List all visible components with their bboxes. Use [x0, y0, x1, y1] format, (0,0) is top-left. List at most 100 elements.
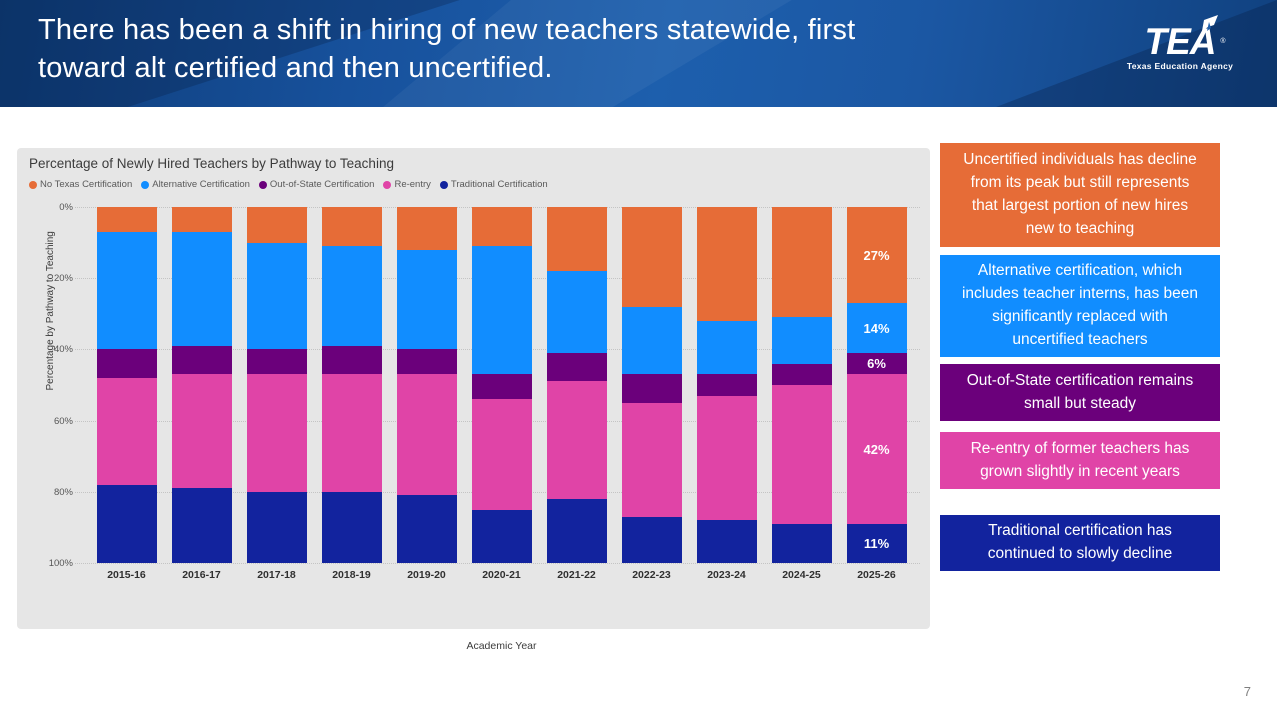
bar-segment-alternative-certification: [96, 231, 157, 350]
x-axis-tick-label: 2019-20: [407, 569, 446, 581]
bar-segment-re-entry: [546, 381, 607, 499]
stacked-bar-2024-25: [771, 207, 832, 563]
bar-segment-re-entry: [396, 374, 457, 496]
stacked-bar-2017-18: [246, 207, 307, 563]
bar-segment-no-texas-certification: [696, 207, 757, 321]
bar-segment-no-texas-certification: [96, 207, 157, 232]
stacked-bar-2023-24: [696, 207, 757, 563]
x-axis-tick-label: 2023-24: [707, 569, 746, 581]
bar-slot-2023-24: [689, 207, 764, 563]
stacked-bar-2016-17: [171, 207, 232, 563]
callout-traditional: Traditional certification has continued …: [940, 515, 1220, 571]
bar-segment-re-entry: [171, 374, 232, 489]
bar-segment-traditional-certification: [171, 488, 232, 563]
bar-segment-out-of-state-certification: [696, 374, 757, 396]
bar-segment-traditional-certification: [546, 498, 607, 563]
x-axis-tick-label: 2020-21: [482, 569, 521, 581]
bar-segment-re-entry: [96, 377, 157, 485]
bar-segment-no-texas-certification: [396, 207, 457, 250]
bar-segment-alternative-certification: [246, 242, 307, 350]
bar-segment-traditional-certification: [621, 516, 682, 563]
y-axis-tick-label: 20%: [53, 273, 73, 285]
bar-slot-2020-21: [464, 207, 539, 563]
legend-item-traditional-certification: Traditional Certification: [439, 179, 548, 190]
bar-segment-alternative-certification: [321, 246, 382, 346]
bar-slot-2021-22: [539, 207, 614, 563]
chart-legend: No Texas Certification Alternative Certif…: [29, 179, 548, 190]
bar-segment-re-entry: [471, 399, 532, 510]
bar-segment-traditional-certification: [246, 491, 307, 563]
data-label: 6%: [867, 356, 886, 372]
bar-segment-alternative-certification: [471, 246, 532, 375]
bar-segment-alternative-certification: [546, 271, 607, 353]
bar-segment-alternative-certification: [696, 320, 757, 375]
stacked-bar-2020-21: [471, 207, 532, 563]
legend-item-no-texas-certification: No Texas Certification: [29, 179, 132, 190]
bar-segment-re-entry: [246, 374, 307, 492]
y-axis-tick-label: 80%: [53, 486, 73, 498]
legend-dot-icon: [141, 180, 150, 189]
bar-segment-no-texas-certification: 27%: [846, 207, 907, 304]
callout-uncertified: Uncertified individuals has decline from…: [940, 143, 1220, 247]
legend-dot-icon: [29, 180, 37, 189]
bar-segment-no-texas-certification: [471, 207, 532, 247]
bar-segment-re-entry: [321, 374, 382, 492]
y-axis-tick-label: 40%: [53, 344, 73, 356]
bar-segment-out-of-state-certification: [96, 349, 157, 378]
bar-segment-alternative-certification: [396, 249, 457, 350]
callout-alternative: Alternative certification, which include…: [940, 255, 1220, 357]
data-label: 42%: [863, 441, 890, 457]
tea-logo-tagline: Texas Education Agency: [1126, 61, 1234, 71]
legend-item-out-of-state-certification: Out-of-State Certification: [258, 179, 374, 190]
bar-segment-out-of-state-certification: [546, 352, 607, 382]
x-axis-tick-label: 2021-22: [557, 569, 596, 581]
bar-segment-no-texas-certification: [621, 207, 682, 307]
bar-segment-re-entry: [696, 395, 757, 521]
bar-segment-traditional-certification: 11%: [846, 523, 907, 563]
y-axis-tick-label: 0%: [59, 202, 73, 213]
data-label: 14%: [863, 320, 890, 336]
chart-panel: Percentage of Newly Hired Teachers by Pa…: [17, 148, 930, 652]
slide-title: There has been a shift in hiring of new …: [38, 11, 1098, 87]
data-label: 27%: [863, 247, 890, 263]
bar-slot-2022-23: [614, 207, 689, 563]
bar-segment-traditional-certification: [771, 523, 832, 563]
x-axis-tick-label: 2017-18: [257, 569, 296, 581]
x-axis-tick-label: 2018-19: [332, 569, 371, 581]
bar-segment-traditional-certification: [96, 484, 157, 563]
x-axis-tick-label: 2016-17: [182, 569, 221, 581]
stacked-bar-2022-23: [621, 207, 682, 563]
tea-logo-text: TEA ®: [1145, 15, 1226, 60]
stacked-bar-2015-16: [96, 207, 157, 563]
bar-segment-no-texas-certification: [321, 207, 382, 247]
callout-re-entry: Re-entry of former teachers has grown sl…: [940, 432, 1220, 489]
legend-label: No Texas Certification: [40, 179, 133, 190]
bar-segment-re-entry: [621, 402, 682, 517]
stacked-bar-2025-26: 27% 14% 6% 42% 11%: [846, 207, 907, 563]
bar-segment-out-of-state-certification: [471, 374, 532, 400]
data-label: 11%: [863, 535, 890, 551]
bar-slot-2018-19: [314, 207, 389, 563]
bar-segment-out-of-state-certification: [171, 345, 232, 375]
legend-item-alternative-certification: Alternative Certification: [141, 179, 250, 190]
bar-slot-2017-18: [239, 207, 314, 563]
bar-segment-re-entry: [771, 384, 832, 524]
bar-segment-out-of-state-certification: [621, 374, 682, 403]
bar-slot-2019-20: [389, 207, 464, 563]
bar-segment-no-texas-certification: [246, 207, 307, 243]
bar-segment-traditional-certification: [471, 509, 532, 563]
bar-segment-out-of-state-certification: [771, 363, 832, 385]
bar-segment-out-of-state-certification: [246, 349, 307, 375]
legend-label: Traditional Certification: [450, 179, 548, 190]
bar-slot-2016-17: [164, 207, 239, 563]
bar-segment-traditional-certification: [696, 520, 757, 563]
bar-segment-out-of-state-certification: [321, 345, 382, 375]
legend-dot-icon: [258, 180, 267, 189]
header-banner: There has been a shift in hiring of new …: [0, 0, 1277, 107]
callout-out-of-state: Out-of-State certification remains small…: [940, 364, 1220, 421]
bar-segment-out-of-state-certification: 6%: [846, 352, 907, 375]
bar-slot-2025-26: 27% 14% 6% 42% 11%: [839, 207, 914, 563]
legend-label: Alternative Certification: [152, 179, 250, 190]
legend-label: Re-entry: [394, 179, 431, 190]
